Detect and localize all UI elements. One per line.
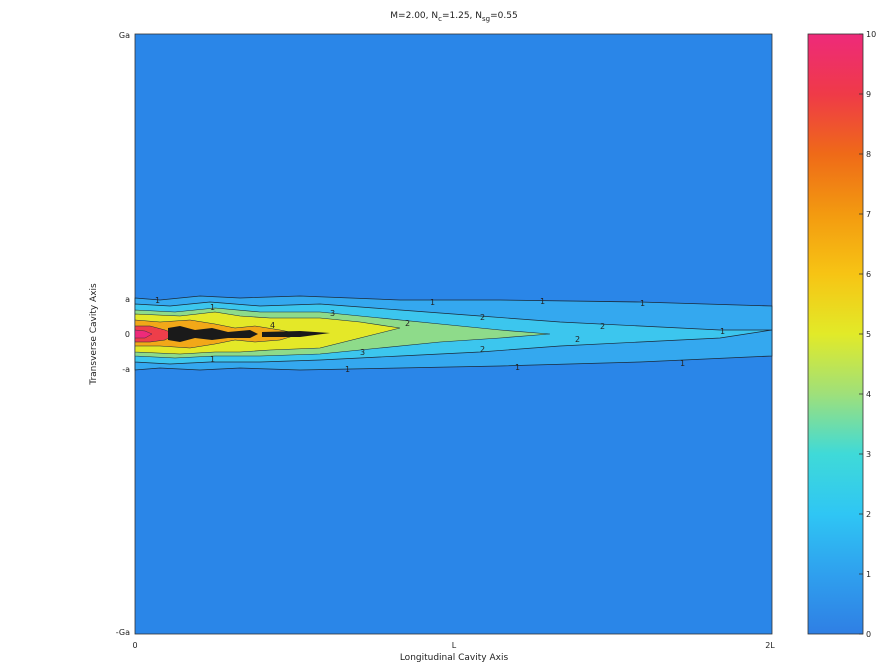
contour-label: 2	[480, 345, 485, 354]
y-tick-label: -Ga	[116, 628, 130, 637]
contour-dense-region	[168, 326, 258, 342]
x-tick-label: L	[452, 641, 457, 650]
colorbar-tick-label: 4	[866, 390, 871, 399]
contour-label: 2	[575, 335, 580, 344]
y-axis: Ga a 0 -a -Ga	[116, 31, 130, 637]
contour-label: 1	[515, 363, 520, 372]
contour-dense-region	[262, 331, 330, 337]
colorbar-tick-label: 9	[866, 90, 871, 99]
contour-label: 3	[360, 348, 365, 357]
contour-label: 1	[540, 297, 545, 306]
colorbar-tick-label: 0	[866, 630, 871, 639]
x-tick-label: 0	[132, 641, 137, 650]
colorbar-ticks: 0 1 2 3 4 5 6 7 8 9 10	[859, 30, 876, 639]
plot-area: 1 1 1 1 1 1 1 2 2 2 3 3 4 1 1 1 2 2	[134, 33, 773, 635]
contour-label: 1	[155, 296, 160, 305]
colorbar-tick-label: 3	[866, 450, 871, 459]
contour-label: 1	[210, 355, 215, 364]
colorbar-tick-label: 5	[866, 330, 871, 339]
contour-label: 3	[330, 309, 335, 318]
contour-level-10	[134, 329, 153, 339]
colorbar-tick-label: 1	[866, 570, 871, 579]
contour-labels: 1 1 1 1 1 1 1 2 2 2 3 3 4 1 1 1 2 2	[155, 296, 725, 374]
y-tick-label: a	[125, 295, 130, 304]
colorbar-tick-label: 6	[866, 270, 871, 279]
x-axis: 0 L 2L	[132, 641, 775, 650]
colorbar-gradient	[807, 33, 864, 635]
contour-label: 1	[210, 303, 215, 312]
colorbar-tick-label: 8	[866, 150, 871, 159]
colorbar: 0 1 2 3 4 5 6 7 8 9 10	[807, 30, 876, 639]
contour-label: 1	[640, 299, 645, 308]
colorbar-tick-label: 10	[866, 30, 876, 39]
contour-label: 2	[600, 322, 605, 331]
chart-title: M=2.00, Nc=1.25, Nsg=0.55	[390, 11, 517, 23]
contour-label: 1	[720, 327, 725, 336]
y-tick-label: Ga	[119, 31, 130, 40]
y-tick-label: 0	[125, 330, 130, 339]
contour-label: 2	[480, 313, 485, 322]
colorbar-tick-label: 2	[866, 510, 871, 519]
colorbar-tick-label: 7	[866, 210, 871, 219]
y-tick-label: -a	[122, 365, 130, 374]
contour-label: 1	[345, 365, 350, 374]
contour-label: 1	[680, 359, 685, 368]
contour-label: 2	[405, 319, 410, 328]
contour-label: 4	[270, 321, 275, 330]
x-tick-label: 2L	[765, 641, 775, 650]
x-axis-label: Longitudinal Cavity Axis	[400, 653, 509, 663]
y-axis-label: Transverse Cavity Axis	[89, 283, 99, 386]
contour-label: 1	[430, 298, 435, 307]
